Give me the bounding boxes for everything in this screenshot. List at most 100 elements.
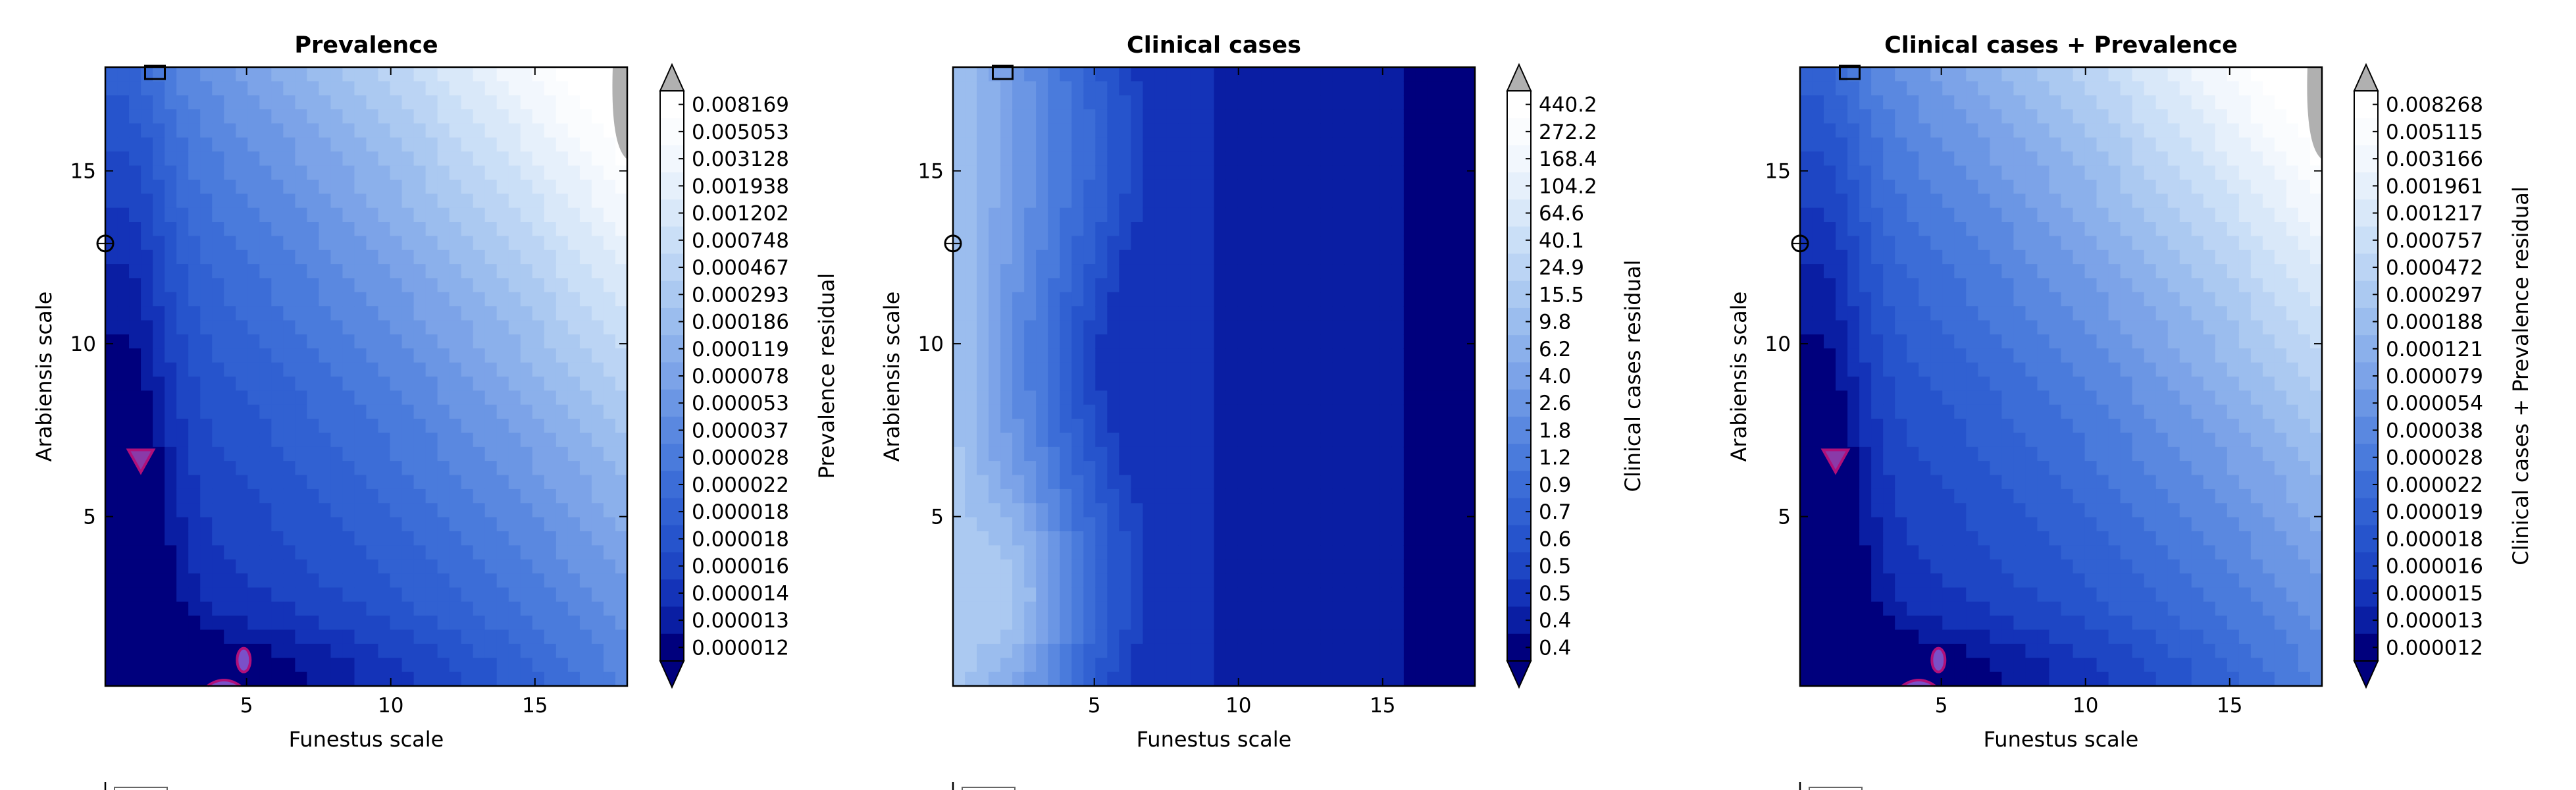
contour-cell	[567, 531, 580, 546]
contour-cell	[520, 334, 533, 349]
contour-cell	[953, 672, 966, 686]
contour-cell	[1285, 109, 1298, 124]
contour-cell	[165, 545, 177, 560]
contour-cell	[1154, 207, 1168, 223]
contour-cell	[117, 194, 130, 209]
contour-cell	[1249, 629, 1262, 645]
contour-cell	[1332, 348, 1345, 363]
contour-cell	[224, 658, 236, 673]
contour-cell	[2001, 207, 2015, 223]
contour-cell	[129, 475, 142, 490]
contour-cell	[1202, 616, 1215, 631]
contour-cell	[1919, 236, 1931, 251]
contour-cell	[390, 109, 403, 124]
contour-cell	[1966, 320, 1978, 335]
contour-cell	[1812, 194, 1824, 209]
contour-cell	[141, 601, 153, 616]
contour-cell	[1237, 334, 1250, 349]
contour-cell	[1320, 81, 1333, 96]
contour-cell	[165, 362, 177, 377]
contour-cell	[591, 601, 604, 616]
contour-cell	[117, 488, 130, 504]
contour-cell	[2037, 377, 2050, 391]
contour-cell	[1883, 236, 1895, 251]
contour-cell	[165, 587, 177, 602]
contour-cell	[1071, 601, 1084, 616]
contour-cell	[129, 264, 142, 279]
contour-cell	[1237, 488, 1250, 504]
contour-cell	[401, 137, 415, 152]
contour-cell	[307, 250, 320, 265]
contour-cell	[378, 488, 391, 504]
x-tick-label: 10	[1225, 694, 1251, 718]
contour-cell	[1942, 517, 1955, 532]
contour-cell	[117, 517, 130, 532]
contour-cell	[366, 601, 379, 616]
contour-cell	[1308, 643, 1322, 658]
contour-cell	[1154, 320, 1168, 335]
contour-cell	[1000, 348, 1013, 363]
contour-cell	[591, 320, 604, 335]
contour-cell	[366, 433, 379, 448]
contour-cell	[117, 419, 130, 434]
contour-cell	[544, 81, 557, 96]
contour-cell	[1368, 446, 1381, 461]
contour-cell	[1391, 348, 1404, 363]
contour-cell	[461, 419, 474, 434]
contour-cell	[1978, 503, 1990, 518]
contour-cell	[1990, 419, 2002, 434]
contour-cell	[165, 433, 177, 448]
contour-cell	[1297, 587, 1310, 602]
contour-cell	[366, 179, 379, 194]
contour-cell	[425, 461, 438, 476]
contour-cell	[1320, 151, 1333, 167]
contour-cell	[2013, 151, 2026, 167]
contour-cell	[342, 250, 355, 265]
contour-cell	[188, 601, 201, 616]
contour-cell	[1427, 559, 1440, 574]
contour-cell	[532, 475, 545, 490]
contour-cell	[1368, 67, 1381, 82]
contour-cell	[247, 629, 260, 645]
contour-cell	[591, 404, 604, 419]
contour-cell	[496, 179, 509, 194]
contour-cell	[1954, 475, 1967, 490]
contour-cell	[1966, 433, 1978, 448]
contour-cell	[295, 109, 307, 124]
contour-cell	[1800, 390, 1813, 406]
contour-cell	[342, 587, 355, 602]
contour-cell	[1083, 601, 1096, 616]
contour-cell	[236, 362, 248, 377]
contour-cell	[1166, 390, 1179, 406]
contour-cell	[1095, 573, 1108, 589]
contour-cell	[259, 517, 272, 532]
contour-cell	[555, 207, 569, 223]
contour-cell	[1261, 165, 1274, 180]
contour-cell	[1202, 306, 1215, 321]
contour-cell	[330, 573, 344, 589]
contour-cell	[1332, 531, 1345, 546]
contour-cell	[129, 531, 142, 546]
contour-cell	[1202, 109, 1215, 124]
contour-cell	[1990, 503, 2002, 518]
contour-cell	[1107, 587, 1120, 602]
contour-cell	[1012, 573, 1025, 589]
contour-cell	[496, 334, 509, 349]
contour-cell	[1895, 67, 1907, 82]
contour-cell	[271, 616, 284, 631]
contour-cell	[330, 475, 344, 490]
contour-cell	[1368, 236, 1381, 251]
contour-cell	[953, 545, 966, 560]
contour-cell	[591, 264, 604, 279]
contour-cell	[1427, 109, 1440, 124]
contour-cell	[449, 151, 462, 167]
contour-cell	[176, 390, 189, 406]
contour-cell	[2025, 531, 2038, 546]
contour-cell	[236, 629, 248, 645]
contour-cell	[105, 250, 118, 265]
contour-cell	[1143, 643, 1155, 658]
contour-cell	[1966, 545, 1978, 560]
contour-field	[953, 67, 1475, 686]
contour-cell	[615, 658, 627, 673]
contour-cell	[977, 587, 989, 602]
